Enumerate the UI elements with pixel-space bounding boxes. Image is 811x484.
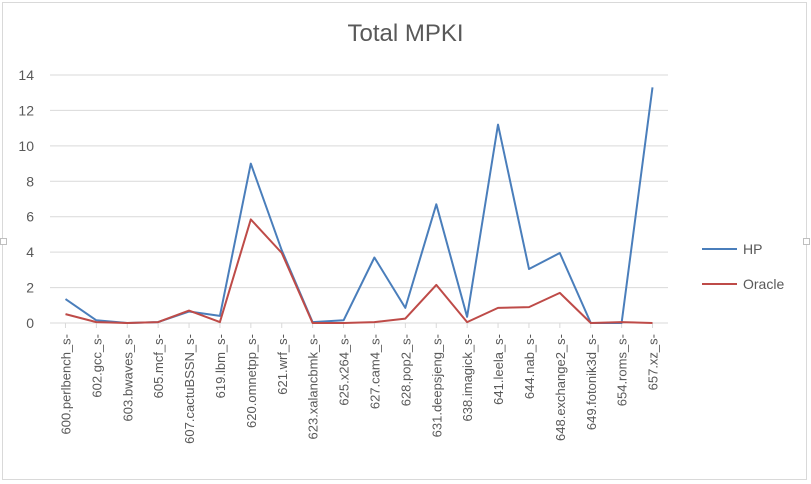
x-tick-label: 638.imagick_s-	[460, 334, 475, 421]
y-tick-label: 6	[26, 209, 34, 225]
resize-handle-left[interactable]	[0, 238, 7, 245]
x-tick-label: 600.perlbench_s-	[58, 334, 73, 434]
x-tick-label: 625.x264_s-	[337, 334, 352, 406]
legend-label-hp: HP	[743, 241, 762, 257]
y-tick-label: 14	[18, 67, 34, 83]
series-lines	[64, 87, 654, 324]
y-tick-label: 12	[18, 102, 34, 118]
x-tick-label: 607.cactuBSSN_s-	[182, 334, 197, 444]
x-tick-label: 603.bwaves_s-	[120, 334, 135, 421]
x-tick-label: 648.exchange2_s-	[553, 334, 568, 441]
x-tick-label: 654.roms_s-	[615, 334, 630, 406]
y-axis-ticks: 0 2 4 6 8 10 12 14	[18, 67, 34, 331]
x-tick-label: 631.deepsjeng_s-	[429, 334, 444, 437]
x-tick-label: 644.nab_s-	[522, 334, 537, 399]
x-tick-label: 623.xalancbmk_s-	[306, 334, 321, 440]
chart-title: Total MPKI	[347, 20, 464, 47]
x-tick-label: 657.xz_s-	[646, 334, 661, 390]
resize-handle-right[interactable]	[803, 238, 810, 245]
y-tick-label: 10	[18, 138, 34, 154]
x-tick-label: 641.leela_s-	[491, 334, 506, 405]
x-tick-label: 627.cam4_s-	[367, 334, 382, 409]
y-tick-label: 0	[26, 315, 34, 331]
x-tick-label: 619.lbm_s-	[213, 334, 228, 398]
legend: HP Oracle	[702, 241, 784, 292]
y-tick-label: 2	[26, 280, 34, 296]
x-tick-label: 620.omnetpp_s-	[244, 334, 259, 428]
legend-label-oracle: Oracle	[743, 276, 784, 292]
x-tick-label: 605.mcf_s-	[151, 334, 166, 398]
series-line-oracle[interactable]	[65, 218, 653, 324]
x-tick-label: 602.gcc_s-	[89, 334, 104, 398]
x-axis-ticks: 600.perlbench_s- 602.gcc_s- 603.bwaves_s- 6…	[58, 323, 661, 444]
x-tick-label: 628.pop2_s-	[398, 334, 413, 406]
y-tick-label: 4	[26, 244, 34, 260]
y-tick-label: 8	[26, 173, 34, 189]
x-tick-label: 621.wrf_s-	[275, 334, 290, 395]
x-tick-label: 649.fotonik3d_s-	[584, 334, 599, 430]
